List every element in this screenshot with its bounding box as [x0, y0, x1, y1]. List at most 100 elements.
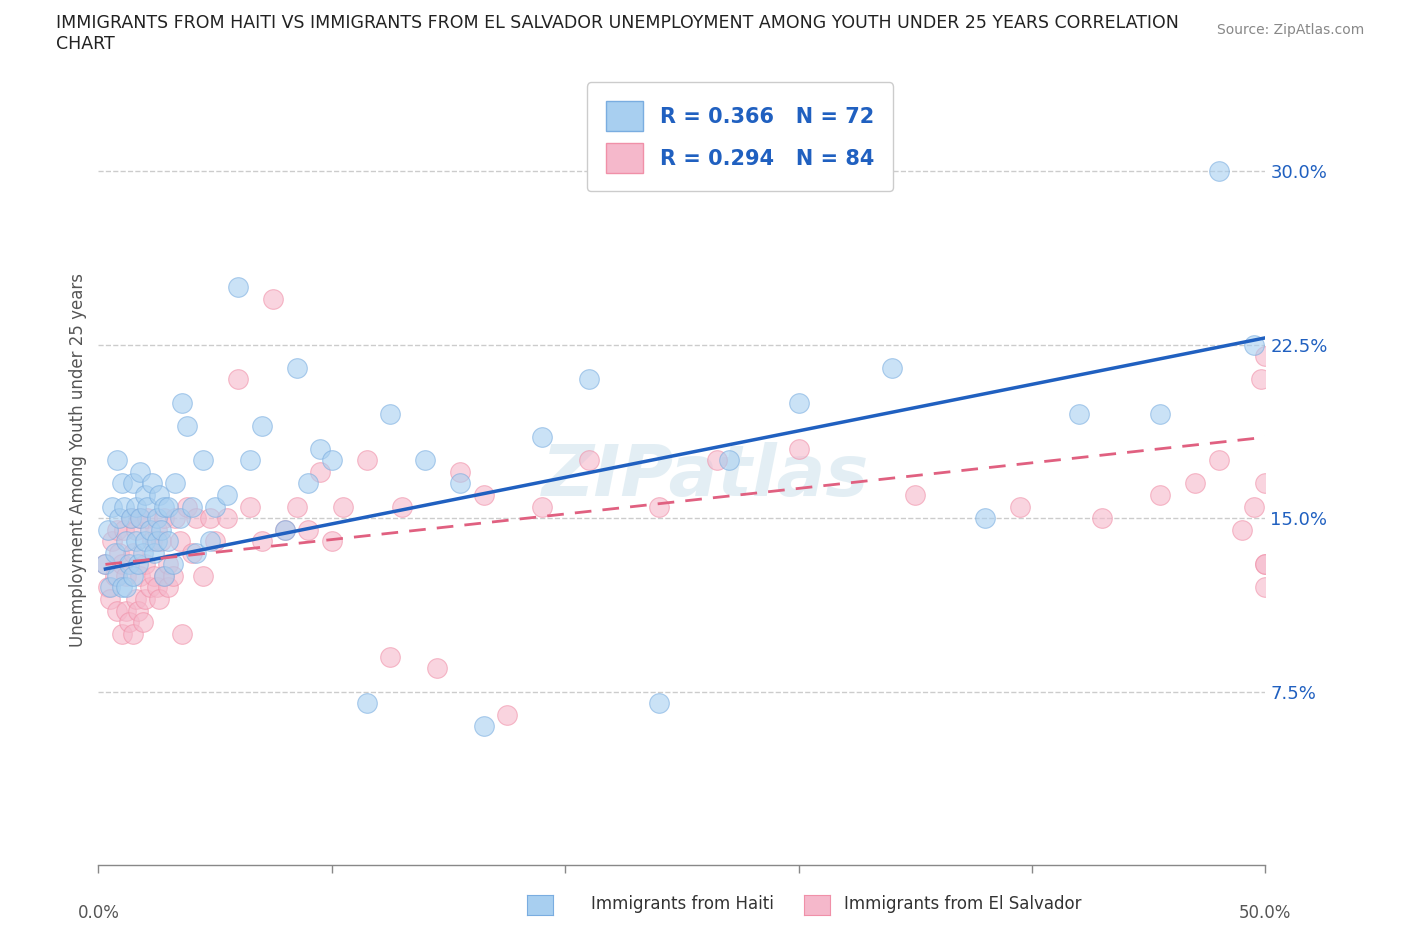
- Point: [157, 499, 180, 514]
- Point: [101, 534, 124, 549]
- Text: Immigrants from Haiti: Immigrants from Haiti: [591, 895, 773, 913]
- Point: [285, 499, 308, 514]
- Point: [129, 464, 152, 479]
- Point: [274, 523, 297, 538]
- Point: [228, 372, 250, 387]
- Text: IMMIGRANTS FROM HAITI VS IMMIGRANTS FROM EL SALVADOR UNEMPLOYMENT AMONG YOUTH UN: IMMIGRANTS FROM HAITI VS IMMIGRANTS FROM…: [56, 14, 1180, 32]
- Point: [250, 418, 273, 433]
- Point: [108, 511, 131, 525]
- Point: [1010, 499, 1032, 514]
- Point: [157, 534, 180, 549]
- Point: [717, 453, 740, 468]
- Point: [125, 499, 148, 514]
- Point: [321, 453, 343, 468]
- Point: [97, 523, 120, 538]
- Text: 50.0%: 50.0%: [1239, 904, 1292, 922]
- Point: [297, 523, 319, 538]
- Point: [165, 511, 187, 525]
- Point: [250, 534, 273, 549]
- Point: [1243, 499, 1265, 514]
- Point: [111, 476, 134, 491]
- Point: [787, 395, 810, 410]
- Point: [309, 442, 332, 457]
- Point: [115, 568, 138, 583]
- Point: [112, 499, 135, 514]
- Point: [143, 568, 166, 583]
- Point: [413, 453, 436, 468]
- Point: [141, 534, 163, 549]
- Point: [200, 534, 222, 549]
- Legend: R = 0.366   N = 72, R = 0.294   N = 84: R = 0.366 N = 72, R = 0.294 N = 84: [588, 83, 893, 192]
- Point: [98, 591, 121, 606]
- Point: [647, 696, 669, 711]
- Point: [94, 557, 117, 572]
- Point: [1254, 476, 1277, 491]
- Point: [94, 557, 117, 572]
- Point: [152, 499, 174, 514]
- Point: [129, 568, 152, 583]
- Point: [165, 476, 187, 491]
- Point: [120, 511, 142, 525]
- Point: [122, 626, 145, 641]
- Point: [904, 487, 927, 502]
- Point: [239, 453, 262, 468]
- Point: [136, 499, 159, 514]
- Point: [122, 476, 145, 491]
- Point: [449, 476, 471, 491]
- Point: [193, 568, 215, 583]
- Point: [530, 430, 553, 445]
- Point: [132, 545, 155, 560]
- Point: [101, 499, 124, 514]
- Point: [578, 453, 600, 468]
- Point: [152, 511, 174, 525]
- Point: [125, 534, 148, 549]
- Point: [1230, 523, 1253, 538]
- Point: [111, 580, 134, 595]
- Point: [426, 661, 449, 676]
- Point: [157, 557, 180, 572]
- Point: [274, 523, 297, 538]
- Text: ZIPatlas: ZIPatlas: [541, 442, 869, 511]
- Point: [1208, 453, 1230, 468]
- Point: [146, 511, 169, 525]
- Point: [148, 487, 170, 502]
- Point: [1243, 338, 1265, 352]
- Point: [125, 523, 148, 538]
- Point: [578, 372, 600, 387]
- Point: [309, 464, 332, 479]
- Point: [787, 442, 810, 457]
- Point: [172, 626, 194, 641]
- Point: [118, 557, 141, 572]
- Point: [530, 499, 553, 514]
- Point: [262, 291, 284, 306]
- Point: [105, 523, 128, 538]
- Point: [146, 534, 169, 549]
- Point: [180, 499, 202, 514]
- Point: [111, 626, 134, 641]
- Point: [118, 615, 141, 630]
- Point: [496, 707, 519, 722]
- Point: [162, 557, 184, 572]
- Point: [115, 534, 138, 549]
- Point: [228, 280, 250, 295]
- Point: [129, 511, 152, 525]
- Point: [139, 580, 162, 595]
- Point: [380, 649, 402, 664]
- Point: [285, 361, 308, 376]
- Point: [111, 557, 134, 572]
- Text: CHART: CHART: [56, 35, 115, 53]
- Point: [150, 534, 173, 549]
- Point: [297, 476, 319, 491]
- Point: [1254, 349, 1277, 364]
- Text: Immigrants from El Salvador: Immigrants from El Salvador: [844, 895, 1081, 913]
- Point: [321, 534, 343, 549]
- Point: [136, 511, 159, 525]
- Point: [143, 545, 166, 560]
- Point: [180, 545, 202, 560]
- Point: [108, 545, 131, 560]
- Point: [332, 499, 354, 514]
- Point: [706, 453, 728, 468]
- Point: [215, 511, 238, 525]
- Point: [1208, 164, 1230, 179]
- Point: [148, 591, 170, 606]
